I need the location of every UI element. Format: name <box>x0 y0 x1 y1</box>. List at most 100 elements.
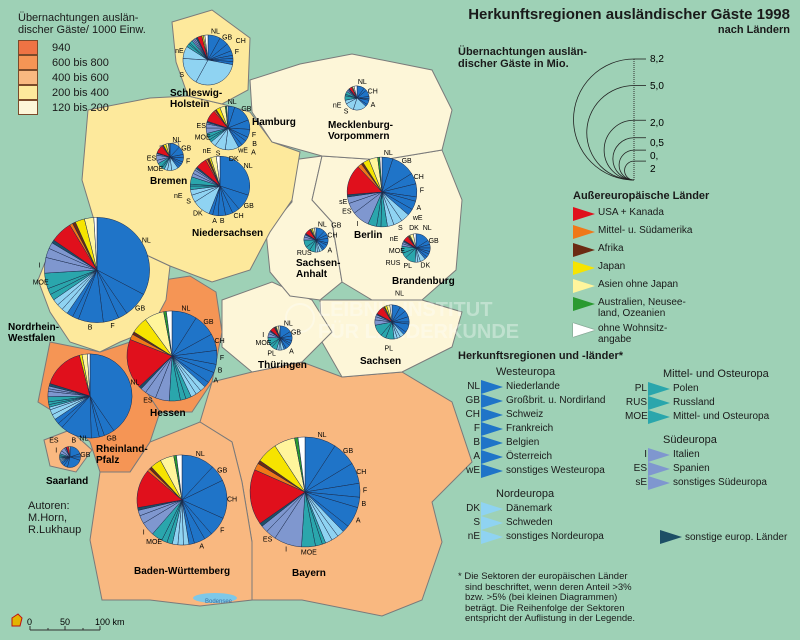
bodensee-label: Bodensee <box>205 599 233 605</box>
origin-code: CH <box>465 409 480 420</box>
origin-label: Belgien <box>506 437 540 448</box>
pie-sector-ohne-wohnsitzangabe <box>87 353 91 397</box>
pie-sector-label: GB <box>343 448 353 455</box>
legend-label: Japan <box>598 261 626 272</box>
color-swatch-icon <box>481 394 503 408</box>
color-swatch-icon <box>648 382 670 396</box>
origin-group-title: Südeuropa <box>663 434 717 446</box>
pie-sector-label: NL <box>211 28 220 35</box>
pie-sector-nl <box>89 353 133 432</box>
pie-sector-ohne-wohnsitzangabe <box>204 34 209 61</box>
pie-sector-label: NL <box>423 225 432 232</box>
density-class-4: 120 bis 200 <box>18 100 146 115</box>
state-label: Thüringen <box>258 360 307 371</box>
footnote-line: bzw. >5% (bei kleinen Diagrammen) <box>465 592 618 603</box>
institute-logo-icon <box>11 613 23 627</box>
legend-other-european: sonstige europ. Länder <box>660 530 787 544</box>
pie-sector-label: ES <box>49 437 59 444</box>
size-legend-value: 8,2 <box>650 54 664 65</box>
pie-sector-label: A <box>251 149 256 156</box>
pie-sector-label: A <box>212 218 217 225</box>
pie-sector-usa-kanada <box>249 469 306 524</box>
pie-sector-label: B <box>252 141 257 148</box>
origin-group-nordeuropa: Nordeuropa DK Dänemark S Schweden nE sonstiges… <box>458 488 638 544</box>
pie-sector-label: CH <box>327 233 337 240</box>
size-legend-circles: 8,2 5,0 2,0 0,5 0, 2 <box>573 54 664 181</box>
legend-australien-neusee-land-ozeanien: Australien, Neusee-land, Ozeanien <box>573 297 773 319</box>
pie-baden-wuerttemberg <box>136 454 228 546</box>
pie-sector-label: GB <box>203 319 213 326</box>
pie-sector-nl <box>96 217 150 295</box>
pie-sector-label: F <box>186 159 190 166</box>
page-subtitle: nach Ländern <box>717 24 790 36</box>
pie-sector-label: I <box>262 332 264 339</box>
size-legend-value: 0, <box>650 151 658 162</box>
origin-code: DK <box>466 503 480 514</box>
pie-sector-label: I <box>285 546 287 553</box>
origin-label: Niederlande <box>506 381 560 392</box>
color-swatch-icon <box>481 516 503 530</box>
pie-sector-ohne-wohnsitzangabe <box>389 304 393 323</box>
state-label: Baden-Württemberg <box>134 566 230 577</box>
pie-sector-label: I <box>143 530 145 537</box>
state-label: Hamburg <box>252 117 296 128</box>
origin-group-title: Westeuropa <box>496 366 556 378</box>
pie-sector-label: NL <box>395 290 404 297</box>
pie-nordrhein-westfalen <box>44 217 150 323</box>
state-label: Saarland <box>46 476 88 487</box>
footnote-line: sind beschriftet, wenn deren Anteil >3% <box>465 581 632 593</box>
legend-sonstiges-westeuropa: wE sonstiges Westeuropa <box>458 464 638 478</box>
pie-schleswig-holstein <box>182 34 234 86</box>
pie-sector-label: MOE <box>301 549 317 556</box>
pie-sector-ohne-wohnsitzangabe <box>297 436 306 493</box>
color-swatch-icon <box>573 243 595 257</box>
origin-code: wE <box>466 465 480 476</box>
density-legend-title-1: Übernachtungen auslän- <box>18 12 139 24</box>
color-swatch-icon <box>648 476 670 490</box>
bodensee-lake <box>193 593 237 603</box>
pie-sector-label: CH <box>215 338 225 345</box>
pie-sector-label: MOE <box>255 340 271 347</box>
density-class-0: 940 <box>18 40 146 55</box>
origin-label: Schweden <box>506 517 553 528</box>
pie-mecklenburg-vorpommern <box>344 85 370 111</box>
pie-sector-label: MOE <box>33 280 49 287</box>
pie-sector-label: GB <box>181 146 191 153</box>
pie-sector-label: B <box>362 501 367 508</box>
origin-label: Großbrit. u. Nordirland <box>506 395 606 406</box>
pie-sector-label: NL <box>318 222 327 229</box>
pie-sector-label: CH <box>236 38 246 45</box>
legend-polen: PL Polen <box>625 382 795 396</box>
pie-sector-label: ES <box>197 123 207 130</box>
origin-label: sonstiges Südeuropa <box>673 477 767 488</box>
pie-sector-label: GB <box>80 452 90 459</box>
legend-russland: RUS Russland <box>625 396 795 410</box>
watermark-line-2: FÜR LÄNDERKUNDE <box>318 320 519 343</box>
pie-bayern <box>249 436 361 548</box>
pie-sector-label: CH <box>227 497 237 504</box>
legend-mittel-und-osteuropa: MOE Mittel- und Osteuropa <box>625 410 795 424</box>
scale-label-50: 50 <box>60 617 70 627</box>
size-circle <box>618 149 635 181</box>
footnote-line: beträgt. Die Reihenfolge der Sektoren <box>465 602 625 614</box>
pie-sector-label: MOE <box>195 135 211 142</box>
origin-group-title: Mittel- und Osteuropa <box>663 368 769 380</box>
pie-sector-label: F <box>220 355 224 362</box>
legend-mittel-u-suedamerika: Mittel- u. Südamerika <box>573 225 773 239</box>
origin-legend: Herkunftsregionen und -länder* <box>458 350 798 362</box>
pie-sector-ohne-wohnsitzangabe <box>176 454 183 501</box>
legend-label: Mittel- u. Südamerika <box>598 225 693 236</box>
density-legend: Übernachtungen auslän- discher Gäste/ 10… <box>18 12 146 115</box>
pie-sector-ohne-wohnsitzangabe <box>168 143 171 158</box>
scale-label-0: 0 <box>27 617 32 627</box>
pie-sector-label: F <box>252 132 256 139</box>
legend-italien: I Italien <box>625 448 795 462</box>
pie-sector-label: CH <box>234 213 244 220</box>
color-swatch-icon <box>648 462 670 476</box>
pie-sector-label: B <box>72 438 77 445</box>
pie-sector-label: B <box>218 367 223 374</box>
pie-sector-label: PL <box>267 350 276 357</box>
origin-code: GB <box>465 395 480 406</box>
pie-sector-label: NL <box>79 435 88 442</box>
